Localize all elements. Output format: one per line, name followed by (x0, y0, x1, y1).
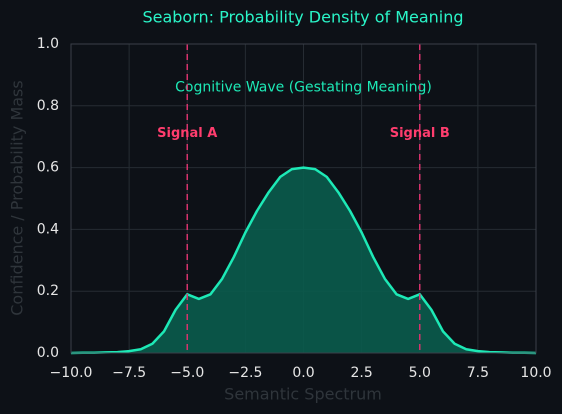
x-tick-label: 0.0 (292, 365, 314, 381)
y-tick-label: 0.6 (37, 160, 59, 176)
y-tick-label: 0.8 (37, 98, 59, 114)
x-axis-label: Semantic Spectrum (224, 385, 382, 404)
plot-frame (70, 43, 537, 354)
y-tick-label: 0.4 (37, 221, 59, 237)
chart-title: Seaborn: Probability Density of Meaning (142, 8, 463, 27)
signal-label: Signal B (390, 126, 450, 141)
y-axis-label: Confidence / Probability Mass (8, 80, 27, 315)
y-tick-label: 0.2 (37, 283, 59, 299)
x-tick-label: 2.5 (350, 365, 372, 381)
x-tick-label: 7.5 (467, 365, 489, 381)
y-tick-label: 1.0 (37, 36, 59, 52)
x-tick-label: −10.0 (50, 365, 93, 381)
annotation: Cognitive Wave (Gestating Meaning) (175, 79, 432, 95)
line (70, 166, 537, 355)
y-tick-label: 0.0 (37, 345, 59, 361)
x-tick-label: −7.5 (112, 365, 146, 381)
signal-label: Signal A (157, 126, 217, 141)
x-tick-label: 10.0 (520, 365, 551, 381)
x-tick-label: −5.0 (170, 365, 204, 381)
x-tick-label: 5.0 (409, 365, 431, 381)
x-tick-label: −2.5 (228, 365, 262, 381)
